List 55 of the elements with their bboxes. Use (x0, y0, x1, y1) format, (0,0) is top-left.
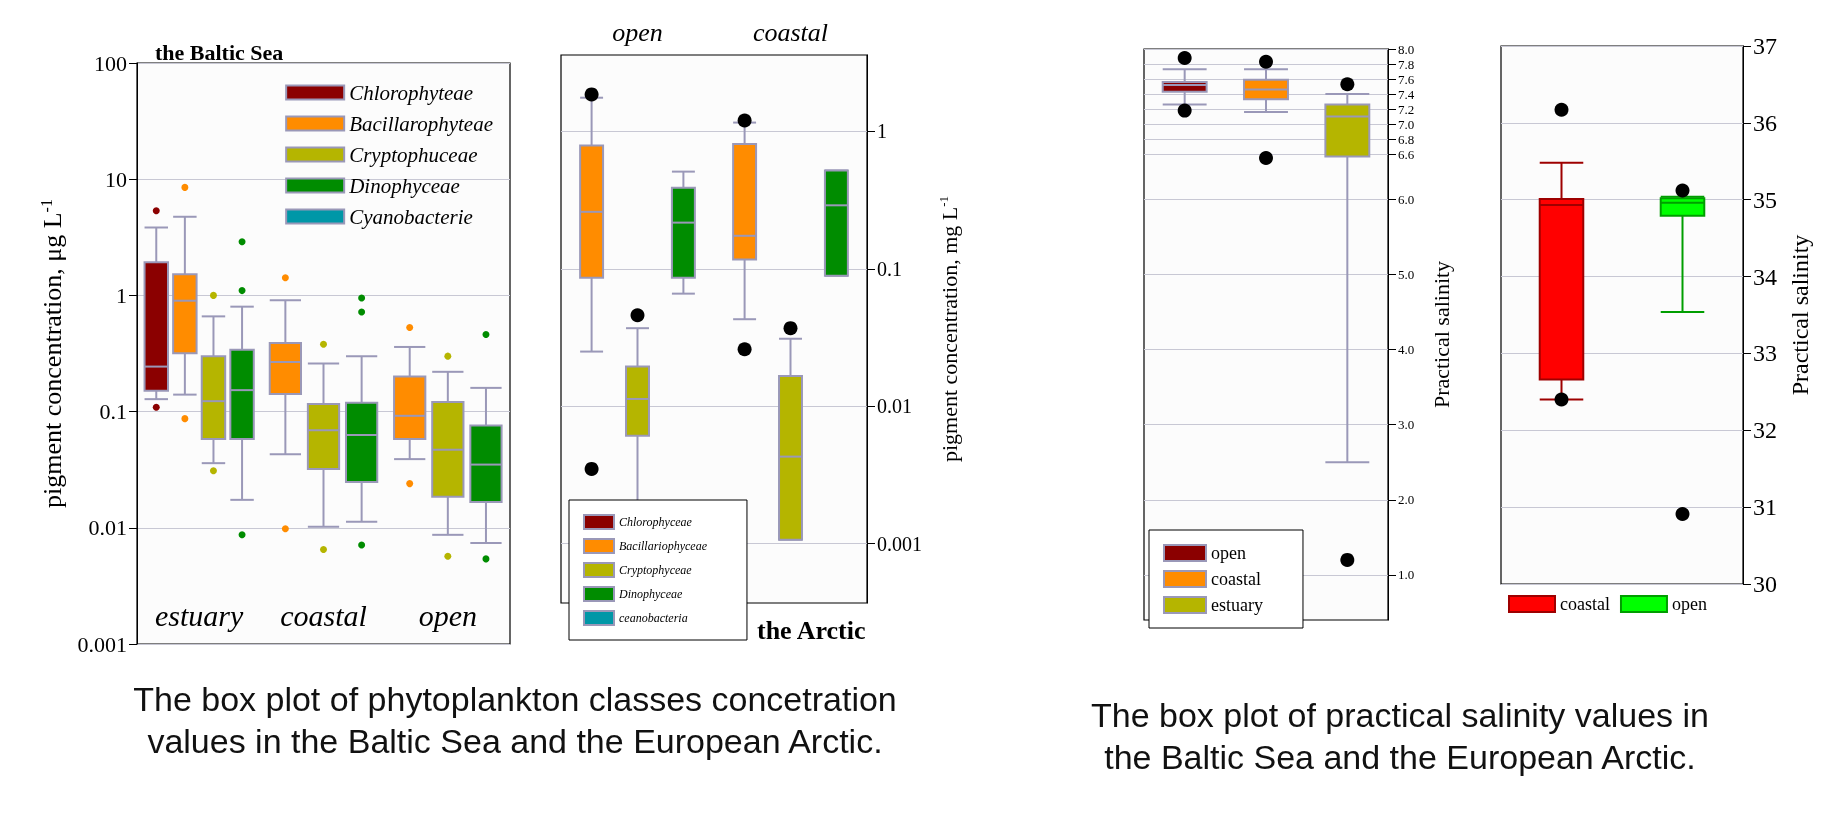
y2-tick-label: 31 (1753, 494, 1777, 521)
legend-label: Cyanobacterie (349, 204, 473, 229)
text: The box plot of practical salinity values in the Baltic Sea and the European Arctic. (1090, 695, 1710, 778)
y2-axis-title: pigment concentration, mg L-1 (936, 195, 962, 463)
y2-tick-label: 7.0 (1398, 116, 1415, 132)
chart-title: the Baltic Sea (155, 39, 284, 65)
legend-label: Cryptophyceae (619, 563, 693, 577)
y2-tick-label: 1.0 (1398, 567, 1415, 583)
y2-tick-label: 7.4 (1398, 86, 1415, 102)
y2-tick-label: 7.6 (1398, 71, 1415, 87)
y2-tick-label: 6.0 (1398, 191, 1415, 207)
y2-tick-label: 37 (1753, 33, 1777, 59)
legend-label: Cryptophuceae (349, 142, 478, 167)
text: The box plot of phytoplankton classes concetration values in the Baltic Sea and the European Arctic. (132, 679, 898, 762)
y2-tick-label: 0.1 (877, 257, 902, 280)
y2-tick-label: 32 (1753, 417, 1777, 444)
y2-tick-label: 6.6 (1398, 146, 1415, 162)
y2-axis-title: Practical salinity (1786, 234, 1813, 396)
legend-label: ceanobacteria (619, 611, 688, 625)
x-tick-label: coastal (280, 598, 367, 632)
y2-tick-label: 7.8 (1398, 56, 1415, 72)
y2-tick-label: 5.0 (1398, 266, 1415, 282)
y2-tick-label: 33 (1753, 340, 1777, 367)
text: the Arctic (757, 615, 866, 645)
y2-tick-label: 0.01 (877, 395, 912, 418)
y-tick-label: 1 (116, 282, 127, 308)
x-tick-label: open (418, 598, 477, 632)
y-tick-label: 0.1 (99, 399, 127, 425)
legend-label: Chlorophyteae (349, 80, 474, 105)
y2-axis-title: Practical salinity (1428, 260, 1454, 409)
y-tick-label: 100 (94, 50, 127, 76)
legend-label: Dinophyceae (348, 173, 460, 198)
legend-label: Chlorophyceae (619, 515, 693, 529)
y2-tick-label: 34 (1753, 263, 1777, 290)
y2-tick-label: 2.0 (1398, 492, 1415, 508)
legend-label: Dinophyceae (618, 587, 683, 601)
y-tick-label: 0.01 (88, 515, 127, 541)
y2-tick-label: 4.0 (1398, 342, 1415, 358)
y2-tick-label: 30 (1753, 571, 1777, 597)
y2-tick-label: 7.2 (1398, 101, 1415, 117)
y2-tick-label: 8.0 (1398, 41, 1415, 57)
y2-tick-label: 35 (1753, 186, 1777, 213)
legend-label: Bacillariophyceae (619, 539, 708, 553)
y-tick-label: 0.001 (77, 631, 127, 657)
y-tick-label: 10 (105, 166, 127, 192)
y2-tick-label: 6.8 (1398, 131, 1415, 147)
legend-label: coastal (1211, 569, 1261, 589)
y2-tick-label: 36 (1753, 109, 1777, 136)
y2-tick-label: 3.0 (1398, 417, 1415, 433)
legend-label: open (1211, 543, 1246, 563)
y2-tick-label: 0.001 (877, 532, 922, 555)
x-tick-label: estuary (155, 598, 244, 632)
legend-label: Bacillarophyteae (349, 111, 493, 136)
y-axis-title: pigment concentration, μg L-1 (37, 199, 67, 508)
y2-tick-label: 1 (877, 120, 887, 143)
